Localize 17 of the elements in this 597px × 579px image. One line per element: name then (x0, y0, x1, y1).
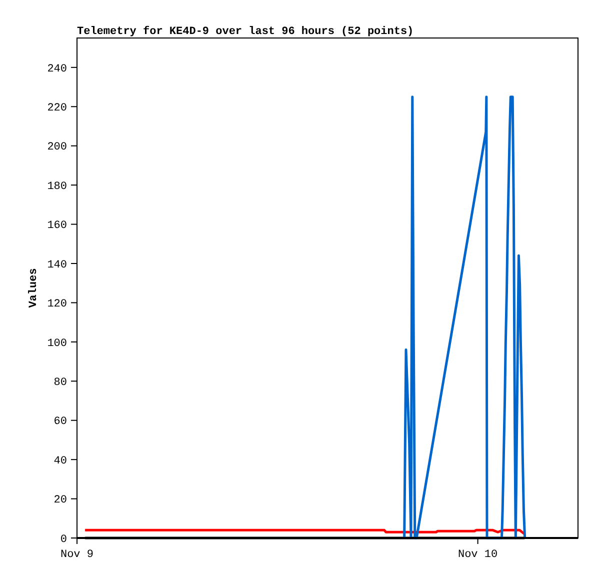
y-tick-label: 100 (47, 338, 67, 350)
y-tick-label: 80 (54, 376, 67, 389)
y-tick-label: 180 (47, 180, 67, 193)
y-tick-label: 140 (47, 259, 67, 272)
y-tick-label: 160 (47, 220, 67, 232)
y-tick-label: 240 (47, 63, 67, 76)
x-tick-label: Nov 9 (60, 549, 94, 561)
y-axis-title: Values (28, 268, 40, 308)
y-tick-label: 60 (54, 416, 67, 428)
y-tick-label: 220 (47, 102, 67, 114)
x-tick-label: Nov 10 (458, 549, 498, 561)
y-tick-label: 200 (47, 142, 67, 154)
y-tick-label: 20 (54, 494, 67, 507)
y-tick-label: 40 (54, 455, 67, 468)
y-tick-label: 120 (47, 298, 67, 311)
y-tick-label: 0 (60, 534, 67, 546)
chart-title: Telemetry for KE4D-9 over last 96 hours (52 points) (77, 25, 414, 38)
